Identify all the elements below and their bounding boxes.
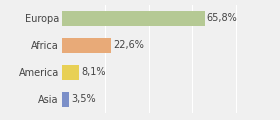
Text: 65,8%: 65,8% (207, 13, 238, 23)
Text: 8,1%: 8,1% (81, 67, 106, 77)
Bar (62, 38, 111, 53)
Bar (62, 92, 69, 107)
Text: 22,6%: 22,6% (113, 40, 144, 50)
Text: 3,5%: 3,5% (71, 94, 96, 104)
Bar (62, 65, 79, 80)
Bar (62, 11, 205, 26)
